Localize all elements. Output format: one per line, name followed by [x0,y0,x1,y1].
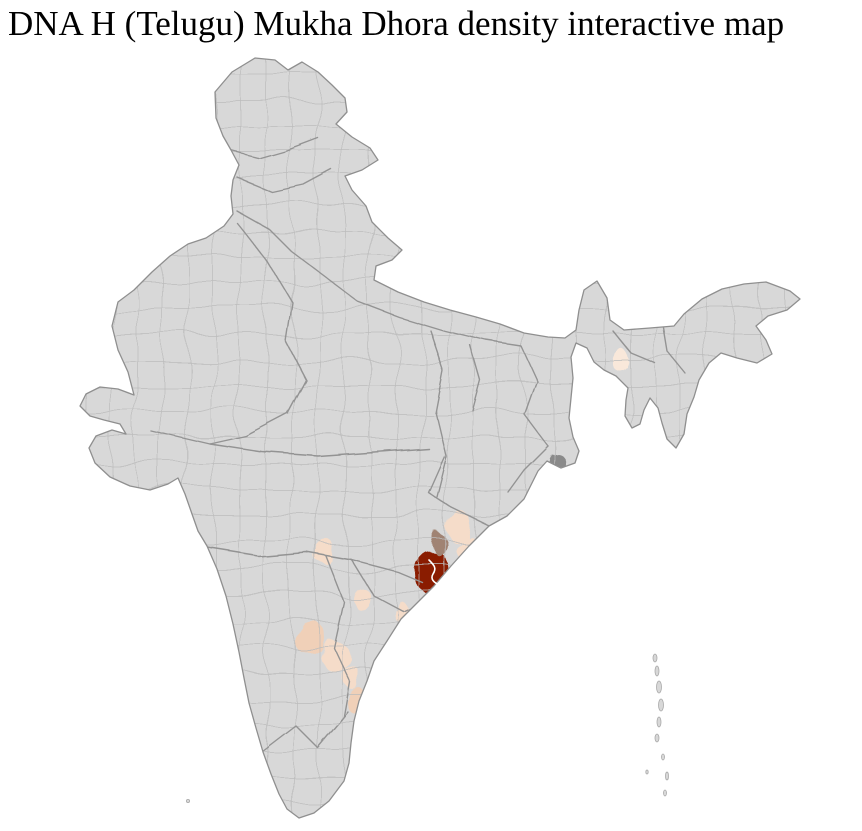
state-border [209,413,289,445]
lakshadweep-island [185,799,190,804]
state-border [207,547,423,583]
density-district-medium[interactable] [431,534,447,554]
state-border [663,327,685,373]
state-border [507,445,549,493]
high-density-inner-boundary [428,559,441,586]
state-border [235,221,307,415]
state-border [149,429,429,457]
state-border [611,329,655,363]
india-border-stroke [79,57,801,819]
andaman-islands [645,653,669,797]
state-border [315,269,521,346]
state-border [429,329,447,497]
state-border [427,455,490,527]
density-district-low[interactable] [446,511,472,543]
density-district-low[interactable] [311,536,333,562]
density-district-low[interactable] [343,666,361,688]
state-borders-layer [149,137,685,753]
state-border [225,137,319,159]
state-border [237,169,333,193]
density-district-low[interactable] [449,594,465,614]
density-district-low[interactable] [454,572,472,594]
state-border [235,209,317,271]
state-border [469,344,481,411]
state-border [519,344,549,447]
state-border [261,711,349,753]
density-district-low[interactable] [354,589,372,611]
state-border [325,555,351,717]
page-title: DNA H (Telugu) Mukha Dhora density inter… [8,4,785,43]
density-district-low[interactable] [296,621,326,657]
